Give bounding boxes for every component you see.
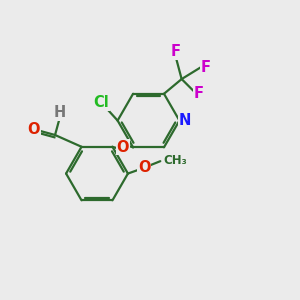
Text: Cl: Cl [94, 95, 109, 110]
Text: N: N [178, 113, 191, 128]
Text: H: H [53, 105, 66, 120]
Text: CH₃: CH₃ [163, 154, 187, 166]
Text: O: O [116, 140, 129, 154]
Text: F: F [194, 86, 204, 101]
Text: F: F [201, 60, 211, 75]
Text: O: O [27, 122, 40, 136]
Text: O: O [138, 160, 150, 175]
Text: F: F [171, 44, 181, 59]
